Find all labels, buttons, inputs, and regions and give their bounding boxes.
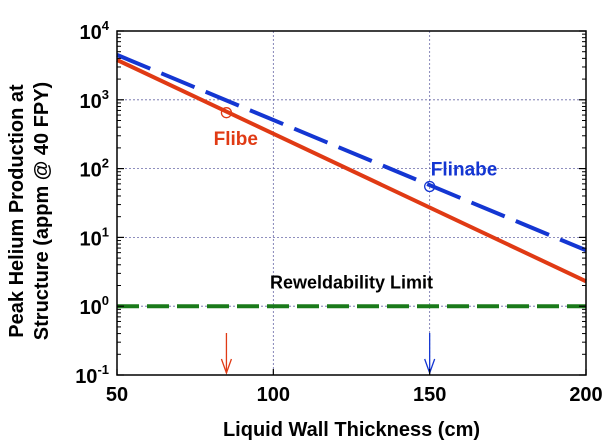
x-tick-label: 200 — [569, 384, 602, 406]
series-line-flibe — [116, 58, 587, 284]
y-axis-title-line-2: Structure (appm @ 40 FPY) — [31, 82, 53, 340]
x-tick-label: 150 — [413, 384, 446, 406]
y-tick-label: 100 — [80, 293, 109, 319]
y-tick-label: 103 — [80, 87, 109, 113]
x-ticks: 50 100 150 200 — [106, 369, 603, 406]
y-ticks: 104 103 102 101 100 10-1 — [75, 18, 586, 388]
y-tick-label: 101 — [80, 224, 109, 250]
x-tick-label: 100 — [257, 384, 290, 406]
plot-frame — [116, 30, 587, 376]
x-tick-label: 50 — [106, 384, 128, 406]
series-marker-flinabe — [424, 180, 436, 193]
y-tick-label: 10-1 — [75, 362, 109, 388]
y-tick-label: 104 — [80, 18, 110, 44]
x-axis-title: Liquid Wall Thickness (cm) — [223, 419, 480, 441]
series-line-flinabe — [116, 53, 587, 253]
series-label-flibe: Flibe — [214, 129, 258, 150]
y-axis-title-line-1: Peak Helium Production at — [6, 84, 28, 338]
series-label-flinabe: Flinabe — [431, 159, 498, 180]
series-marker-flibe — [220, 107, 233, 119]
series-layer — [116, 53, 587, 375]
arrow-head — [220, 358, 233, 375]
series-labels: Flibe Flinabe Reweldability Limit — [214, 129, 498, 293]
y-tick-label: 102 — [80, 156, 109, 182]
reweldability-limit-label: Reweldability Limit — [270, 273, 433, 293]
